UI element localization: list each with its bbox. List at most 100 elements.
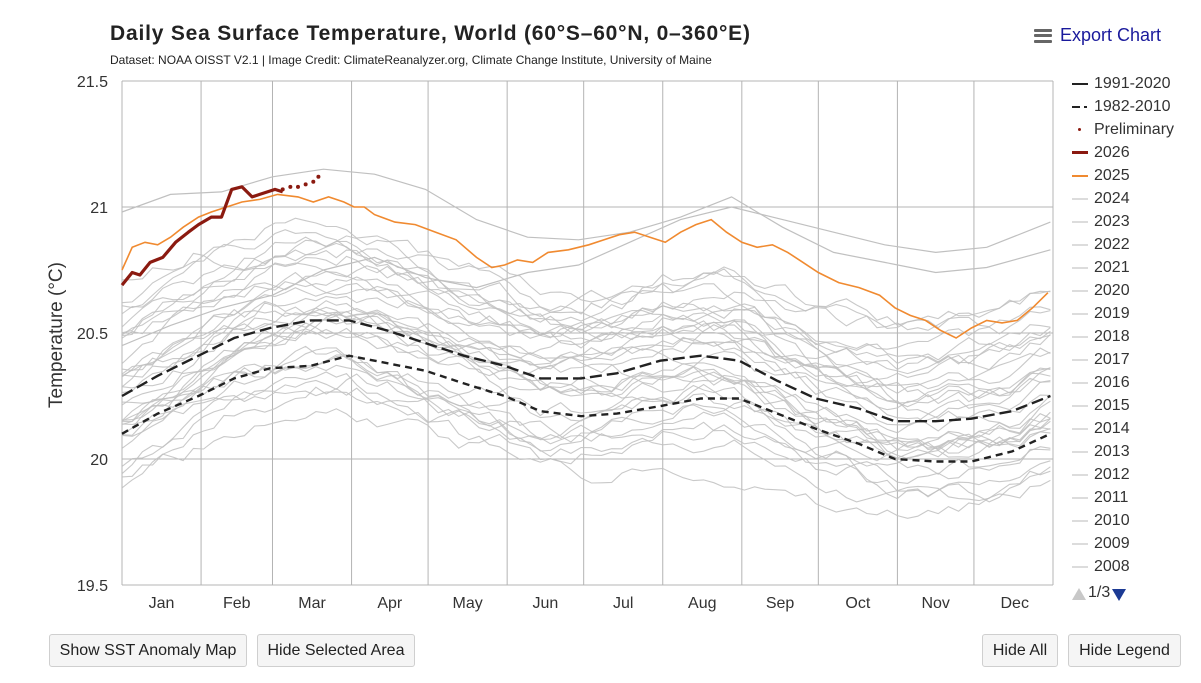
past-year-line bbox=[121, 328, 1051, 451]
past-year-line bbox=[121, 239, 1051, 350]
past-year-line bbox=[121, 325, 1051, 462]
legend-item-2022[interactable]: 2022 bbox=[1070, 233, 1200, 256]
past-year-line bbox=[121, 310, 1051, 434]
series-2026 bbox=[120, 185, 284, 287]
past-year-line bbox=[121, 364, 1051, 459]
preliminary-point bbox=[311, 179, 316, 184]
legend-item-2012[interactable]: 2012 bbox=[1070, 463, 1200, 486]
x-tick-label: Aug bbox=[688, 595, 716, 612]
hide-selected-area-button[interactable]: Hide Selected Area bbox=[257, 634, 415, 667]
legend-label: 2019 bbox=[1094, 304, 1130, 322]
legend-item-preliminary[interactable]: Preliminary bbox=[1070, 118, 1200, 141]
legend-item-1982-2010[interactable]: 1982-2010 bbox=[1070, 95, 1200, 118]
legend-pager: 1/3 bbox=[1072, 584, 1127, 602]
legend-item-2020[interactable]: 2020 bbox=[1070, 279, 1200, 302]
past-year-line bbox=[121, 271, 1051, 411]
hide-all-button[interactable]: Hide All bbox=[982, 634, 1058, 667]
x-tick-label: May bbox=[453, 595, 483, 612]
legend-item-2025[interactable]: 2025 bbox=[1070, 164, 1200, 187]
legend-symbol-icon bbox=[1070, 193, 1090, 205]
legend-symbol-icon bbox=[1070, 262, 1090, 274]
chart-title: Daily Sea Surface Temperature, World (60… bbox=[110, 22, 751, 45]
past-year-line bbox=[121, 390, 1051, 519]
legend-label: 2016 bbox=[1094, 373, 1130, 391]
past-year-line bbox=[121, 300, 1051, 400]
y-tick-label: 21 bbox=[90, 200, 108, 217]
legend-label: 2013 bbox=[1094, 442, 1130, 460]
legend-label: 1982-2010 bbox=[1094, 97, 1171, 115]
legend-item-2016[interactable]: 2016 bbox=[1070, 371, 1200, 394]
legend-item-2010[interactable]: 2010 bbox=[1070, 509, 1200, 532]
preliminary-point bbox=[288, 184, 293, 189]
legend-item-1991-2020[interactable]: 1991-2020 bbox=[1070, 72, 1200, 95]
y-axis-label: Temperature (°C) bbox=[46, 262, 67, 408]
y-tick-label: 20 bbox=[90, 452, 108, 469]
legend-symbol-icon bbox=[1070, 239, 1090, 251]
legend-label: 2012 bbox=[1094, 465, 1130, 483]
past-year-line bbox=[121, 408, 1051, 503]
past-year-line bbox=[121, 276, 1051, 365]
legend-symbol-icon bbox=[1070, 78, 1090, 90]
legend-item-2018[interactable]: 2018 bbox=[1070, 325, 1200, 348]
legend-symbol-icon bbox=[1070, 285, 1090, 297]
x-tick-label: Dec bbox=[1001, 595, 1029, 612]
legend-item-2011[interactable]: 2011 bbox=[1070, 486, 1200, 509]
legend-symbol-icon bbox=[1070, 446, 1090, 458]
legend-label: 1991-2020 bbox=[1094, 74, 1171, 92]
legend-symbol-icon bbox=[1070, 308, 1090, 320]
series-1982-2010 bbox=[121, 354, 1051, 463]
legend-page-down-icon[interactable] bbox=[1112, 589, 1127, 601]
legend-label: Preliminary bbox=[1094, 120, 1175, 138]
past-year-line bbox=[121, 235, 1051, 371]
past-year-line bbox=[121, 282, 1051, 426]
legend-item-2017[interactable]: 2017 bbox=[1070, 348, 1200, 371]
legend-item-2008[interactable]: 2008 bbox=[1070, 555, 1200, 578]
export-chart-button[interactable]: Export Chart bbox=[1034, 25, 1161, 46]
past-year-line bbox=[121, 312, 1051, 419]
legend-item-2024[interactable]: 2024 bbox=[1070, 187, 1200, 210]
legend-page-up-icon[interactable] bbox=[1072, 588, 1086, 600]
legend-symbol-icon bbox=[1070, 354, 1090, 366]
legend-item-2014[interactable]: 2014 bbox=[1070, 417, 1200, 440]
legend-item-2023[interactable]: 2023 bbox=[1070, 210, 1200, 233]
y-tick-label: 19.5 bbox=[77, 578, 108, 595]
legend-item-2021[interactable]: 2021 bbox=[1070, 256, 1200, 279]
legend-item-2026[interactable]: 2026 bbox=[1070, 141, 1200, 164]
legend-item-2015[interactable]: 2015 bbox=[1070, 394, 1200, 417]
past-year-line bbox=[121, 255, 1051, 365]
past-year-line bbox=[121, 386, 1051, 500]
x-tick-label: Jan bbox=[149, 595, 175, 612]
legend-symbol-icon bbox=[1070, 538, 1090, 550]
sst-line-chart[interactable]: 19.5 20 20.5 21 21.5 Jan Feb Mar Apr May Jun Jul Aug… bbox=[0, 0, 1060, 625]
highlight-series bbox=[120, 174, 1051, 463]
legend-page-indicator: 1/3 bbox=[1088, 584, 1111, 601]
series-1991-2020 bbox=[121, 319, 1051, 423]
legend-label: 2024 bbox=[1094, 189, 1130, 207]
legend-symbol-icon bbox=[1070, 331, 1090, 343]
hide-legend-button[interactable]: Hide Legend bbox=[1068, 634, 1181, 667]
legend-symbol-icon bbox=[1070, 515, 1090, 527]
legend-symbol-icon bbox=[1070, 400, 1090, 412]
legend-label: 2025 bbox=[1094, 166, 1130, 184]
y-tick-label: 20.5 bbox=[77, 326, 108, 343]
export-chart-label: Export Chart bbox=[1060, 25, 1162, 45]
legend-label: 2010 bbox=[1094, 511, 1130, 529]
preliminary-point bbox=[303, 182, 308, 187]
chart-subtitle: Dataset: NOAA OISST V2.1 | Image Credit:… bbox=[110, 53, 712, 67]
x-tick-label: Nov bbox=[921, 595, 949, 612]
x-tick-label: Jul bbox=[613, 595, 633, 612]
show-sst-anomaly-map-button[interactable]: Show SST Anomaly Map bbox=[49, 634, 247, 667]
axes: 19.5 20 20.5 21 21.5 Jan Feb Mar Apr May Jun Jul Aug… bbox=[77, 74, 1029, 612]
preliminary-point bbox=[280, 187, 285, 192]
x-tick-label: Feb bbox=[223, 595, 251, 612]
legend-label: 2014 bbox=[1094, 419, 1130, 437]
past-year-line bbox=[121, 242, 1051, 331]
legend-label: 2009 bbox=[1094, 534, 1130, 552]
legend-item-2009[interactable]: 2009 bbox=[1070, 532, 1200, 555]
legend-symbol-icon bbox=[1070, 147, 1090, 159]
legend-symbol-icon bbox=[1070, 377, 1090, 389]
legend-item-2013[interactable]: 2013 bbox=[1070, 440, 1200, 463]
legend-symbol-icon bbox=[1070, 561, 1090, 573]
legend-label: 2017 bbox=[1094, 350, 1130, 368]
legend-item-2019[interactable]: 2019 bbox=[1070, 302, 1200, 325]
